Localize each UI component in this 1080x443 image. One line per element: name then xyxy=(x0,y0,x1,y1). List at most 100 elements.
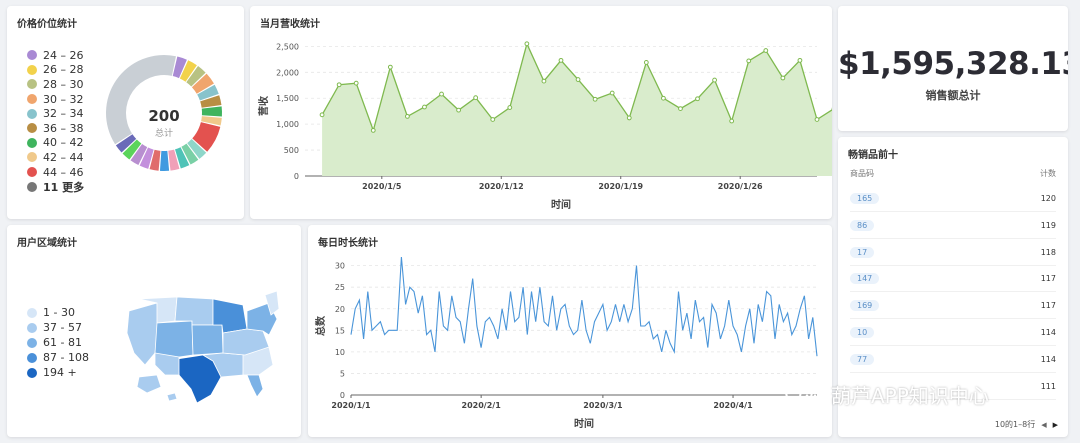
data-point[interactable] xyxy=(422,104,427,110)
donut-slice[interactable] xyxy=(191,73,214,94)
donut-slice[interactable] xyxy=(187,139,207,159)
price-legend-item[interactable]: 28 – 30 xyxy=(27,77,84,92)
map-region-southwest[interactable] xyxy=(154,352,180,376)
data-point[interactable] xyxy=(626,115,632,121)
count-value: 120 xyxy=(1040,194,1056,203)
donut-slice[interactable] xyxy=(139,147,154,169)
data-point[interactable] xyxy=(661,95,666,101)
data-point[interactable] xyxy=(507,105,513,110)
count-value: 117 xyxy=(1040,274,1056,284)
column-header-count[interactable]: 计数 xyxy=(1040,169,1056,178)
data-point[interactable] xyxy=(729,118,735,124)
data-point[interactable] xyxy=(678,106,683,111)
map-region-hawaii[interactable] xyxy=(166,392,178,402)
chevron-left-icon[interactable]: ◀ xyxy=(1041,420,1047,429)
series-line[interactable] xyxy=(350,256,818,357)
donut-slice[interactable] xyxy=(179,60,197,82)
legend-swatch xyxy=(27,352,37,363)
data-point[interactable] xyxy=(712,77,718,83)
donut-slice[interactable] xyxy=(181,143,199,165)
table-row[interactable]: 147 117 xyxy=(850,266,1056,293)
data-point[interactable] xyxy=(814,117,820,122)
table-row[interactable]: 86 119 xyxy=(850,213,1056,239)
data-point[interactable] xyxy=(387,64,393,70)
map-region-mountain[interactable] xyxy=(154,320,194,360)
donut-slice[interactable] xyxy=(105,55,176,145)
data-point[interactable] xyxy=(336,82,342,88)
price-card-title: 价格价位统计 xyxy=(17,19,77,30)
price-legend-item[interactable]: 32 – 34 xyxy=(27,106,84,121)
donut-slice[interactable] xyxy=(186,66,206,87)
y-tick-label: 1,500 xyxy=(276,94,299,103)
data-point[interactable] xyxy=(319,112,325,118)
data-point[interactable] xyxy=(558,57,564,63)
map-region-west[interactable] xyxy=(126,302,160,366)
donut-slice[interactable] xyxy=(201,116,222,126)
donut-slice[interactable] xyxy=(115,134,137,153)
price-legend-item[interactable]: 30 – 32 xyxy=(27,92,84,107)
region-legend-item[interactable]: 1 - 30 xyxy=(27,305,89,320)
legend-swatch xyxy=(27,307,37,318)
data-point[interactable] xyxy=(780,75,786,81)
donut-slice[interactable] xyxy=(149,149,161,171)
table-row[interactable]: 169 117 xyxy=(850,293,1056,320)
region-legend-item[interactable]: 87 - 108 xyxy=(27,350,89,365)
table-row[interactable]: 111 xyxy=(850,374,1056,400)
legend-label: 40 – 42 xyxy=(43,136,84,150)
data-point[interactable] xyxy=(592,96,598,102)
y-tick-label: 500 xyxy=(284,146,299,155)
data-point[interactable] xyxy=(575,77,581,82)
y-tick-label: 0 xyxy=(340,391,345,400)
donut-slice[interactable] xyxy=(159,150,170,171)
map-region-alaska[interactable] xyxy=(136,374,162,394)
region-legend-item[interactable]: 194 + xyxy=(27,365,89,380)
donut-slice[interactable] xyxy=(197,84,219,101)
table-row[interactable]: 77 114 xyxy=(850,347,1056,373)
data-point[interactable] xyxy=(473,95,479,101)
column-header-product[interactable]: 商品码 xyxy=(850,169,874,178)
legend-label: 37 - 57 xyxy=(43,321,82,334)
donut-slice[interactable] xyxy=(200,95,222,108)
region-legend-item[interactable]: 61 - 81 xyxy=(27,335,89,350)
data-point[interactable] xyxy=(643,60,649,65)
map-region-plains-north[interactable] xyxy=(174,296,214,326)
price-legend-item[interactable]: 24 – 26 xyxy=(27,48,84,63)
price-legend-item[interactable]: 42 – 44 xyxy=(27,150,84,165)
price-legend-item[interactable]: 36 – 38 xyxy=(27,121,84,136)
map-region-florida[interactable] xyxy=(246,374,264,398)
pager-text: 10的1–8行 xyxy=(994,420,1036,429)
table-row[interactable]: 10 114 xyxy=(850,320,1056,346)
data-point[interactable] xyxy=(490,117,496,122)
product-code-badge: 10 xyxy=(850,327,875,338)
data-point[interactable] xyxy=(353,80,359,86)
donut-slice[interactable] xyxy=(168,149,180,171)
data-point[interactable] xyxy=(541,78,547,84)
donut-slice[interactable] xyxy=(175,147,190,169)
region-legend-item[interactable]: 37 - 57 xyxy=(27,320,89,335)
map-region-new-england[interactable] xyxy=(264,290,280,316)
price-legend-item[interactable]: 26 – 28 xyxy=(27,63,84,78)
data-point[interactable] xyxy=(763,48,769,53)
table-row[interactable]: 17 118 xyxy=(850,240,1056,266)
map-region-plains-central[interactable] xyxy=(191,324,224,356)
donut-slice[interactable] xyxy=(201,106,222,117)
price-legend-item[interactable]: 40 – 42 xyxy=(27,136,84,151)
data-point[interactable] xyxy=(746,58,752,64)
data-point[interactable] xyxy=(405,113,410,119)
price-legend-item[interactable]: 11 更多 xyxy=(27,179,84,194)
data-point[interactable] xyxy=(797,57,803,63)
data-point[interactable] xyxy=(524,41,530,47)
donut-slice[interactable] xyxy=(192,122,221,152)
data-point[interactable] xyxy=(456,107,462,113)
data-point[interactable] xyxy=(609,90,615,96)
data-point[interactable] xyxy=(695,96,700,102)
chevron-right-icon[interactable]: ▶ xyxy=(1052,420,1058,429)
map-region-northwest[interactable] xyxy=(138,296,178,324)
data-point[interactable] xyxy=(370,127,376,133)
data-point[interactable] xyxy=(439,91,444,97)
donut-slice[interactable] xyxy=(122,139,142,160)
donut-slice[interactable] xyxy=(172,56,187,79)
price-legend-item[interactable]: 44 – 46 xyxy=(27,165,84,180)
donut-slice[interactable] xyxy=(130,144,148,166)
table-row[interactable]: 165 120 xyxy=(850,186,1056,212)
